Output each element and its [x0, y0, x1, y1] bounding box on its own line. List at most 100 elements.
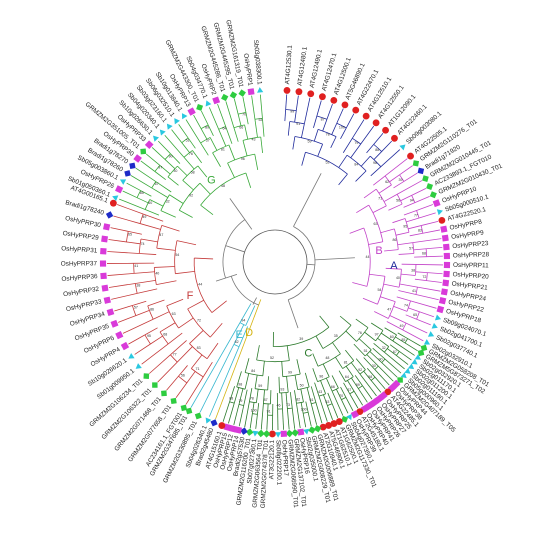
leaf-label: OsHyPRP32: [63, 286, 100, 298]
internal-branch: [187, 371, 195, 382]
bootstrap-value: 32: [166, 200, 170, 204]
leaf-marker: [210, 419, 217, 426]
internal-branch: [160, 323, 175, 332]
bootstrap-value: 64: [222, 127, 226, 131]
internal-branch: [346, 331, 357, 341]
internal-branch: [157, 248, 176, 250]
bootstrap-value: 53: [258, 118, 262, 122]
bootstrap-value: 50: [300, 383, 304, 387]
bootstrap-value: 96: [319, 375, 323, 379]
bootstrap-value: 52: [325, 161, 329, 165]
backbone-branch: [288, 300, 298, 328]
internal-branch: [210, 323, 222, 337]
internal-branch: [406, 218, 419, 222]
bootstrap-value: 82: [296, 398, 300, 402]
leaf-marker: [437, 306, 445, 314]
leaf-branch: [292, 408, 294, 429]
leaf-marker: [438, 217, 445, 224]
internal-branch: [384, 284, 399, 287]
leaf-marker: [221, 94, 228, 101]
bootstrap-value: 72: [197, 319, 201, 323]
internal-branch: [302, 152, 306, 165]
leaf-branch: [352, 120, 364, 139]
internal-branch: [244, 390, 247, 406]
bootstrap-value: 49: [400, 324, 404, 328]
leaf-branch: [218, 104, 226, 126]
internal-branch: [367, 144, 374, 153]
leaf-marker: [238, 89, 245, 96]
leaf-marker: [352, 107, 359, 114]
internal-branch: [363, 298, 378, 304]
internal-arc: [283, 374, 300, 377]
leaf-marker: [153, 136, 159, 142]
internal-arc: [245, 372, 263, 375]
leaf-marker: [426, 183, 433, 190]
backbone-branch: [293, 173, 321, 226]
internal-branch: [245, 358, 249, 372]
leaf-branch: [303, 413, 306, 427]
leaf-marker: [441, 288, 448, 295]
leaf-marker: [103, 223, 110, 230]
internal-branch: [255, 119, 258, 137]
leaf-label: OsHyPRP30: [65, 215, 102, 229]
leaf-label: AT4G12490.1: [309, 48, 324, 88]
internal-branch: [213, 153, 221, 167]
leaf-branch: [327, 104, 333, 119]
leaf-branch: [172, 130, 182, 143]
bootstrap-value: 90: [379, 357, 383, 361]
leaf-marker: [407, 153, 414, 160]
backbone-branch: [216, 274, 237, 281]
leaf-branch: [228, 403, 234, 423]
internal-branch: [351, 144, 361, 158]
bootstrap-value: 91: [267, 410, 271, 414]
bootstrap-value: 56: [181, 374, 185, 378]
bootstrap-value: 56: [396, 199, 400, 203]
bootstrap-value: 39: [399, 178, 403, 182]
leaf-marker: [195, 413, 202, 420]
internal-branch: [134, 272, 154, 274]
leaf-label: OsHyPRP11: [453, 262, 489, 270]
leaf-branch: [427, 281, 442, 283]
internal-branch: [384, 250, 398, 251]
leaf-marker: [196, 104, 203, 111]
internal-arc: [240, 323, 246, 326]
leaf-marker: [160, 129, 166, 135]
leaf-branch: [111, 293, 137, 299]
internal-branch: [399, 254, 414, 255]
bootstrap-value: 78: [250, 397, 254, 401]
internal-branch: [201, 143, 209, 155]
bootstrap-value: 51: [186, 138, 190, 142]
internal-branch: [339, 174, 348, 185]
leaf-branch: [412, 188, 426, 195]
bootstrap-value: 46: [276, 404, 280, 408]
internal-arc: [311, 402, 316, 403]
leaf-marker: [382, 127, 389, 134]
leaf-label: OsHyPRP31: [61, 245, 98, 254]
internal-branch: [229, 145, 235, 160]
bootstrap-value: 57: [409, 247, 413, 251]
leaf-branch: [382, 363, 398, 378]
internal-arc: [303, 412, 308, 413]
leaf-branch: [179, 124, 188, 138]
internal-arc: [280, 392, 289, 393]
leaf-branch: [158, 362, 178, 382]
internal-branch: [136, 310, 150, 315]
bootstrap-value: 79: [238, 399, 242, 403]
internal-branch: [380, 297, 395, 302]
backbone-branch: [226, 246, 245, 252]
leaf-branch: [283, 409, 284, 430]
bootstrap-value: 76: [189, 152, 193, 156]
internal-arc: [296, 402, 303, 403]
bootstrap-value: 90: [169, 154, 173, 158]
leaf-marker: [128, 353, 134, 359]
leaf-branch: [378, 366, 393, 381]
bootstrap-value: 89: [356, 383, 360, 387]
internal-branch: [364, 189, 376, 198]
leaf-marker: [442, 280, 449, 287]
bootstrap-value: 83: [418, 228, 422, 232]
bootstrap-value: 71: [195, 367, 199, 371]
leaf-branch: [226, 101, 234, 127]
bootstrap-value: 37: [206, 139, 210, 143]
internal-branch: [194, 258, 213, 259]
bootstrap-value: 68: [163, 332, 167, 336]
